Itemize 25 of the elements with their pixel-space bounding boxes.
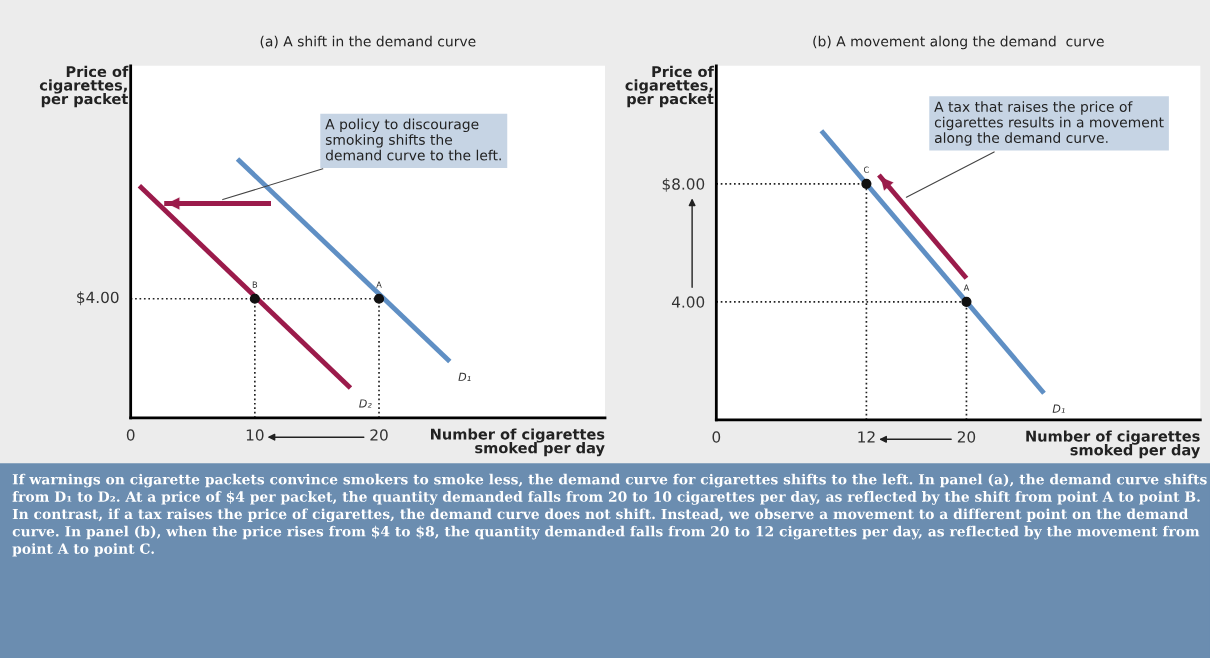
x-axis-title: Number of cigarettes smoked per day: [431, 428, 605, 457]
x-tick-label: 20: [370, 429, 388, 441]
series-label: C: [863, 166, 869, 173]
series-label: D₂: [359, 399, 372, 408]
x-axis-title: Number of cigarettes smoked per day: [1026, 430, 1201, 459]
y-axis-title: Price of cigarettes, per packet: [625, 65, 715, 108]
series-label: D₁: [1052, 404, 1065, 413]
annotation: A policy to discourage smoking shifts the demand curve to the left.: [325, 118, 501, 161]
x-tick-label: 20: [957, 431, 976, 443]
series-label: A: [376, 281, 382, 288]
x-tick-label: 12: [858, 431, 875, 443]
text: If warnings on cigarette packets convince smokers to smoke less, the demand curve for cigarettes shifts to the left. In panel (a), the demand curve shifts from D₁ to D₂. At a price of $4 per packet, the quantity demanded falls from 20 to 10 cigarettes per day, as reflected by the shift from point A to point B. In contrast, if a tax raises the price of cigarettes, the demand curve does not shift. Instead, we observe a movement to a different point on the demand curve. In panel (b), when the price rises from $4 to $8, the quantity demanded falls from 20 to 12 cigarettes per day, as reflected by the movement from point A to point C.: [12, 473, 1207, 557]
x-tick-label: 10: [246, 429, 264, 441]
y-axis-title: Price of cigarettes, per packet: [39, 65, 129, 108]
y-tick-label: $8.00: [662, 178, 705, 192]
annotation: A tax that raises the price of cigarettes results in a movement along the demand curve.: [934, 101, 1164, 146]
text: $4.00: [77, 291, 119, 306]
series-label: D₁: [458, 372, 471, 381]
x-tick-label: 0: [126, 429, 135, 441]
chart-title: (b) A movement along the demand curve: [813, 35, 1104, 50]
chart-title: (a) A shift in the demand curve: [260, 35, 476, 49]
series-label: A: [963, 284, 970, 291]
y-tick-label: 4.00: [671, 296, 705, 308]
x-tick-label: 0: [712, 431, 721, 443]
series-label: B: [252, 281, 258, 288]
